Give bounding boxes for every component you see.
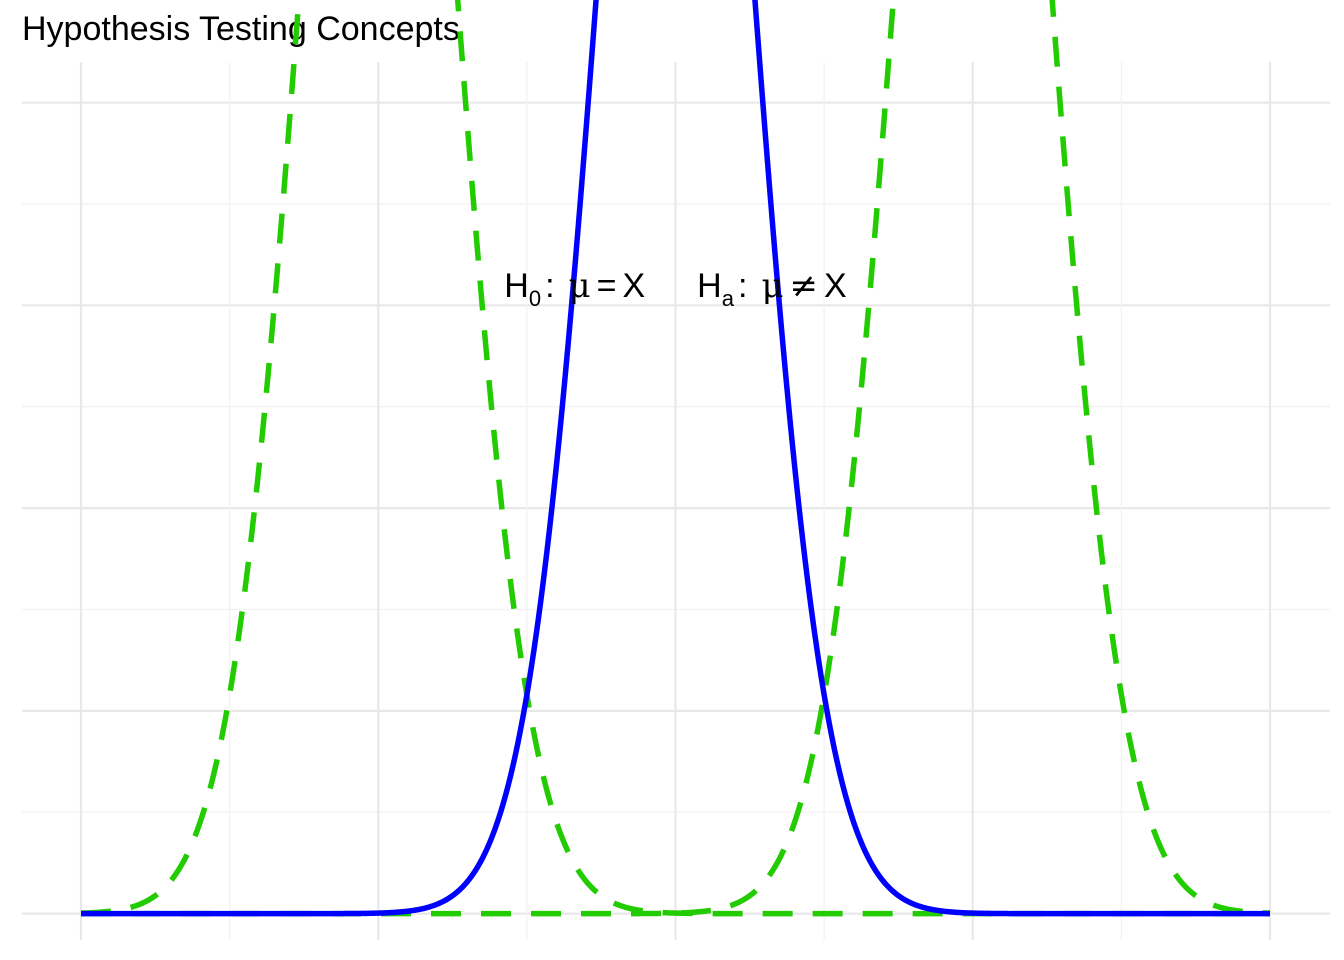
h0-operator: = [597,267,617,305]
ha-value: X [824,267,847,305]
ha-symbol: H [697,267,722,305]
h0-subscript: 0 [529,286,541,311]
alternative-distribution-curve [79,0,1272,917]
ha-operator: ≠ [790,266,819,306]
ha-colon: : [738,267,747,305]
hypothesis-annotation: H0: μ = X Ha: μ ≠ X [504,266,846,311]
chart-title: Hypothesis Testing Concepts [22,10,460,48]
h0-colon: : [545,267,554,305]
h0-symbol: H [504,267,529,305]
h0-value: X [622,267,645,305]
null-distribution-curve [79,0,1272,917]
h0-mu: μ [569,266,591,306]
curves [79,0,1272,917]
ha-mu: μ [761,266,783,306]
ha-subscript: a [722,286,735,311]
grid [22,62,1330,940]
